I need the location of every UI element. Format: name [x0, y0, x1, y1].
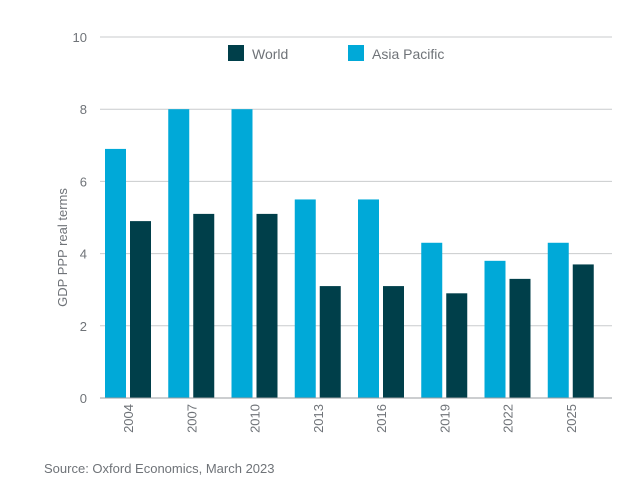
x-tick-label: 2016 — [374, 404, 389, 433]
bar-world — [193, 213, 215, 398]
x-tick-label: 2007 — [184, 404, 199, 433]
legend-swatch — [348, 45, 364, 61]
bar-asia-pacific — [105, 148, 126, 398]
bar-asia-pacific — [294, 199, 316, 398]
bar-asia-pacific — [547, 242, 569, 398]
bar-asia-pacific — [358, 199, 379, 398]
bar-world — [572, 264, 594, 398]
y-tick-label: 0 — [80, 391, 87, 406]
y-tick-label: 6 — [80, 174, 87, 189]
legend-label: Asia Pacific — [372, 46, 444, 62]
x-tick-label: 2004 — [121, 404, 136, 433]
bar-world — [256, 213, 278, 398]
y-tick-label: 4 — [80, 247, 87, 262]
bar-world — [509, 278, 531, 398]
bar-world — [319, 286, 341, 398]
legend: World Asia Pacific — [228, 45, 444, 62]
y-tick-label: 10 — [73, 30, 87, 45]
bar-world — [383, 286, 404, 398]
legend-label: World — [252, 46, 288, 62]
x-axis-ticks: 2004 2007 2010 2013 2016 2019 2022 2025 — [121, 404, 579, 433]
bar-asia-pacific — [168, 109, 190, 398]
x-tick-label: 2010 — [248, 404, 263, 433]
y-axis-title: GDP PPP real terms — [55, 188, 70, 307]
bar-asia-pacific — [484, 260, 506, 398]
bar-world — [446, 293, 468, 398]
x-tick-label: 2013 — [311, 404, 326, 433]
source-note: Source: Oxford Economics, March 2023 — [44, 461, 275, 476]
bar-world — [130, 221, 151, 398]
y-tick-label: 8 — [80, 102, 87, 117]
x-tick-label: 2022 — [501, 404, 516, 433]
bars — [105, 109, 594, 398]
x-tick-label: 2025 — [564, 404, 579, 433]
x-tick-label: 2019 — [437, 404, 452, 433]
y-axis-ticks: 0 2 4 6 8 10 — [73, 30, 87, 406]
bar-asia-pacific — [231, 109, 253, 398]
legend-swatch — [228, 45, 244, 61]
bar-asia-pacific — [421, 242, 443, 398]
y-tick-label: 2 — [80, 319, 87, 334]
